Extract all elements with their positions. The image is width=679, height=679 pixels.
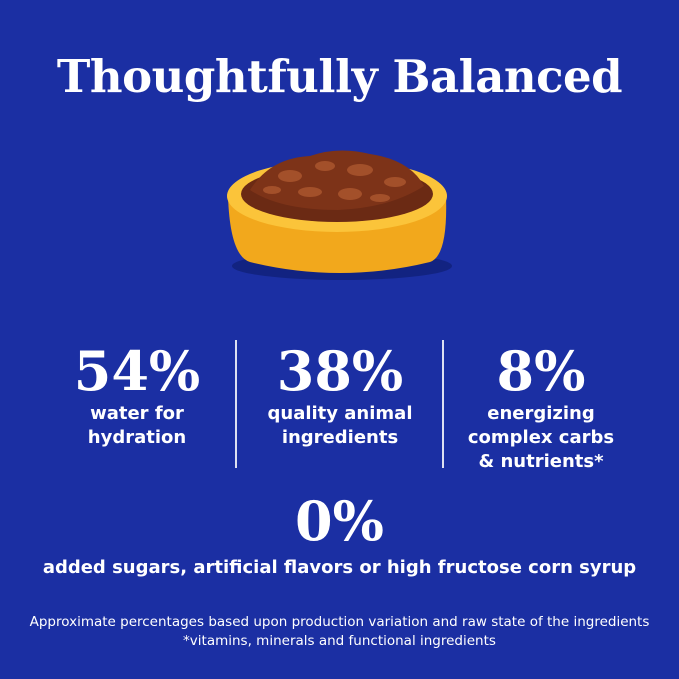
stat-label: complex carbs [467, 427, 615, 448]
divider [442, 340, 444, 468]
title: Thoughtfully Balanced [56, 50, 623, 103]
food-highlights [263, 161, 406, 202]
stat-label: ingredients [281, 427, 399, 448]
stat: 8% energizing complex carbs & nutrients* [441, 340, 641, 474]
food-bowl [227, 150, 452, 280]
stat-value: 38% [276, 339, 404, 403]
stat-label: water for [90, 403, 184, 424]
highlight-text: added sugars, artificial flavors or high… [42, 557, 637, 578]
stat-label: hydration [87, 427, 187, 448]
highlight-value: 0% [295, 489, 384, 553]
stat: 38% quality animal ingredients [240, 340, 440, 450]
stat-label: energizing [487, 403, 595, 424]
footnote: *vitamins, minerals and functional ingre… [183, 633, 496, 649]
stat-value: 8% [496, 339, 586, 403]
stat: 54% water for hydration [37, 340, 237, 450]
highlight: 0% added sugars, artificial flavors or h… [0, 490, 679, 580]
stat-value: 54% [73, 339, 201, 403]
stat-label: & nutrients* [478, 451, 604, 472]
footnote: Approximate percentages based upon produ… [29, 614, 650, 630]
divider [235, 340, 237, 468]
stat-label: quality animal [267, 403, 413, 424]
